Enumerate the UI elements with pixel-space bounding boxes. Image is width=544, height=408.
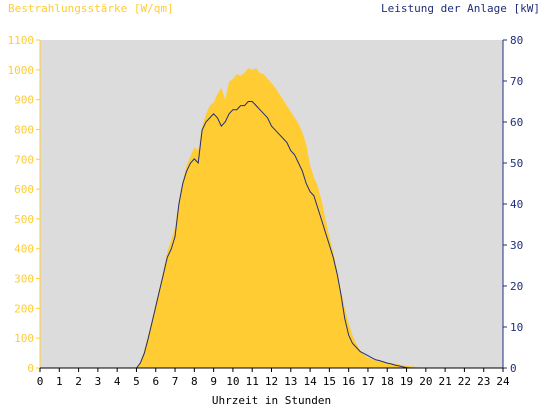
left-tick-label: 900: [14, 94, 34, 107]
right-tick-label: 30: [510, 239, 523, 252]
x-tick-label: 22: [458, 375, 471, 388]
irradiance-area: [40, 68, 503, 369]
x-tick-label: 16: [342, 375, 355, 388]
left-tick-label: 800: [14, 123, 34, 136]
x-tick-label: 2: [75, 375, 82, 388]
right-tick-label: 20: [510, 280, 523, 293]
x-tick-label: 20: [419, 375, 432, 388]
x-tick-label: 1: [56, 375, 63, 388]
right-tick-label: 80: [510, 34, 523, 47]
left-tick-label: 1100: [8, 34, 35, 47]
x-tick-label: 6: [152, 375, 159, 388]
power-line: [40, 101, 503, 369]
x-tick-label: 14: [303, 375, 317, 388]
left-tick-label: 700: [14, 153, 34, 166]
left-tick-label: 0: [27, 362, 34, 375]
x-tick-label: 18: [381, 375, 394, 388]
x-tick-label: 13: [284, 375, 297, 388]
x-tick-label: 5: [133, 375, 140, 388]
axes-group: 0100200300400500600700800900100011000102…: [8, 34, 524, 388]
right-tick-label: 60: [510, 116, 523, 129]
x-tick-label: 3: [95, 375, 102, 388]
left-tick-label: 100: [14, 332, 34, 345]
x-tick-label: 7: [172, 375, 179, 388]
right-tick-label: 50: [510, 157, 523, 170]
x-tick-label: 15: [323, 375, 336, 388]
right-tick-label: 10: [510, 321, 523, 334]
left-axis-title: Bestrahlungsstärke [W/qm]: [8, 2, 174, 15]
x-tick-label: 17: [361, 375, 374, 388]
left-tick-label: 300: [14, 273, 34, 286]
x-tick-label: 24: [496, 375, 510, 388]
right-axis-title: Leistung der Anlage [kW]: [381, 2, 540, 15]
x-tick-label: 19: [400, 375, 413, 388]
right-tick-label: 40: [510, 198, 523, 211]
left-tick-label: 200: [14, 302, 34, 315]
x-tick-label: 12: [265, 375, 278, 388]
x-tick-label: 10: [226, 375, 239, 388]
x-axis-title: Uhrzeit in Stunden: [212, 394, 331, 407]
right-tick-label: 70: [510, 75, 523, 88]
x-tick-label: 4: [114, 375, 121, 388]
x-tick-label: 9: [210, 375, 217, 388]
x-tick-label: 11: [246, 375, 259, 388]
x-tick-label: 21: [439, 375, 452, 388]
x-tick-label: 0: [37, 375, 44, 388]
x-tick-label: 8: [191, 375, 198, 388]
left-tick-label: 600: [14, 183, 34, 196]
right-tick-label: 0: [510, 362, 517, 375]
left-tick-label: 500: [14, 213, 34, 226]
left-tick-label: 1000: [8, 64, 35, 77]
left-tick-label: 400: [14, 243, 34, 256]
x-tick-label: 23: [477, 375, 490, 388]
